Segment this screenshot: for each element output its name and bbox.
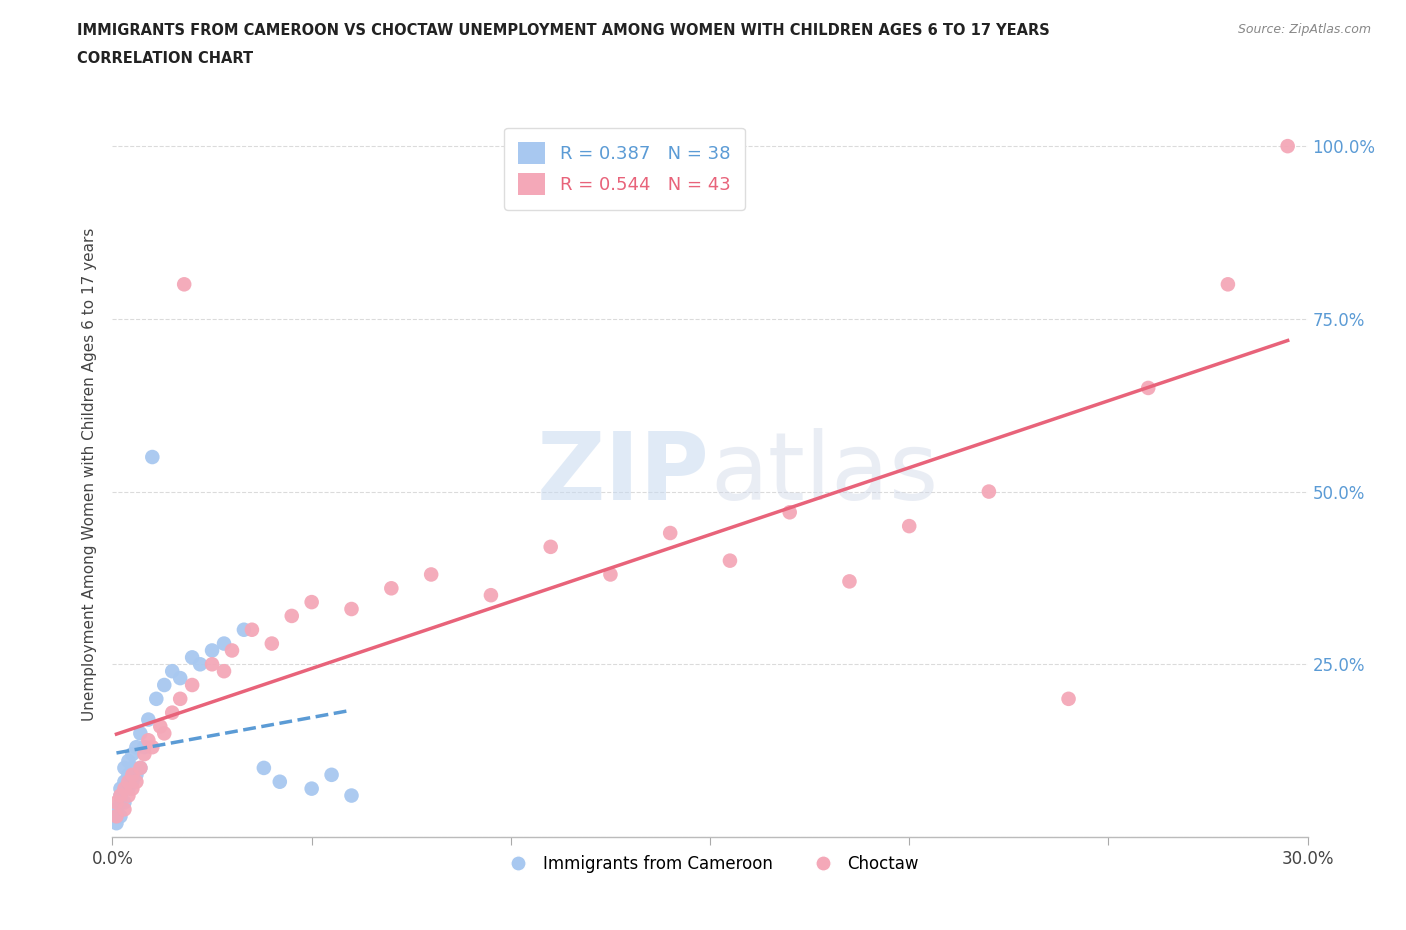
Point	[1137, 380, 1160, 395]
Point	[340, 602, 363, 617]
Point	[173, 277, 195, 292]
Point	[117, 767, 139, 782]
Point	[181, 650, 204, 665]
Point	[321, 767, 343, 782]
Point	[105, 795, 128, 810]
Point	[121, 781, 143, 796]
Point	[121, 747, 143, 762]
Point	[125, 739, 148, 754]
Point	[145, 691, 167, 706]
Point	[129, 761, 152, 776]
Point	[269, 775, 291, 790]
Point	[114, 802, 135, 817]
Text: ZIP: ZIP	[537, 429, 710, 520]
Point	[420, 567, 443, 582]
Point	[153, 678, 176, 693]
Point	[141, 449, 163, 464]
Point	[169, 671, 191, 685]
Text: IMMIGRANTS FROM CAMEROON VS CHOCTAW UNEMPLOYMENT AMONG WOMEN WITH CHILDREN AGES : IMMIGRANTS FROM CAMEROON VS CHOCTAW UNEM…	[77, 23, 1050, 38]
Point	[540, 539, 562, 554]
Point	[169, 691, 191, 706]
Point	[221, 643, 243, 658]
Point	[134, 739, 156, 754]
Point	[479, 588, 502, 603]
Y-axis label: Unemployment Among Women with Children Ages 6 to 17 years: Unemployment Among Women with Children A…	[82, 228, 97, 721]
Point	[138, 733, 160, 748]
Point	[114, 761, 135, 776]
Point	[233, 622, 256, 637]
Point	[121, 761, 143, 776]
Text: CORRELATION CHART: CORRELATION CHART	[77, 51, 253, 66]
Point	[105, 802, 128, 817]
Point	[114, 775, 135, 790]
Point	[110, 809, 132, 824]
Point	[129, 726, 152, 741]
Point	[110, 781, 132, 796]
Point	[718, 553, 741, 568]
Point	[340, 788, 363, 803]
Point	[105, 809, 128, 824]
Point	[110, 788, 132, 803]
Point	[212, 664, 235, 679]
Point	[114, 781, 135, 796]
Point	[121, 767, 143, 782]
Point	[201, 657, 224, 671]
Point	[977, 485, 1000, 499]
Point	[134, 747, 156, 762]
Point	[599, 567, 621, 582]
Point	[117, 781, 139, 796]
Point	[110, 788, 132, 803]
Point	[838, 574, 860, 589]
Point	[1057, 691, 1080, 706]
Point	[779, 505, 801, 520]
Point	[117, 775, 139, 790]
Point	[181, 678, 204, 693]
Point	[121, 775, 143, 790]
Point	[162, 705, 183, 720]
Point	[301, 594, 323, 609]
Point	[253, 761, 276, 776]
Point	[201, 643, 224, 658]
Point	[212, 636, 235, 651]
Point	[129, 761, 152, 776]
Point	[301, 781, 323, 796]
Point	[240, 622, 263, 637]
Point	[260, 636, 283, 651]
Point	[380, 581, 402, 596]
Text: Source: ZipAtlas.com: Source: ZipAtlas.com	[1237, 23, 1371, 36]
Point	[162, 664, 183, 679]
Point	[125, 775, 148, 790]
Point	[1216, 277, 1239, 292]
Point	[125, 767, 148, 782]
Legend: Immigrants from Cameroon, Choctaw: Immigrants from Cameroon, Choctaw	[495, 848, 925, 880]
Point	[110, 795, 132, 810]
Point	[153, 726, 176, 741]
Point	[105, 809, 128, 824]
Point	[117, 788, 139, 803]
Point	[105, 816, 128, 830]
Point	[188, 657, 211, 671]
Point	[117, 753, 139, 768]
Point	[659, 525, 682, 540]
Text: atlas: atlas	[710, 429, 938, 520]
Point	[149, 719, 172, 734]
Point	[114, 781, 135, 796]
Point	[138, 712, 160, 727]
Point	[898, 519, 921, 534]
Point	[141, 739, 163, 754]
Point	[281, 608, 304, 623]
Point	[1277, 139, 1299, 153]
Point	[114, 795, 135, 810]
